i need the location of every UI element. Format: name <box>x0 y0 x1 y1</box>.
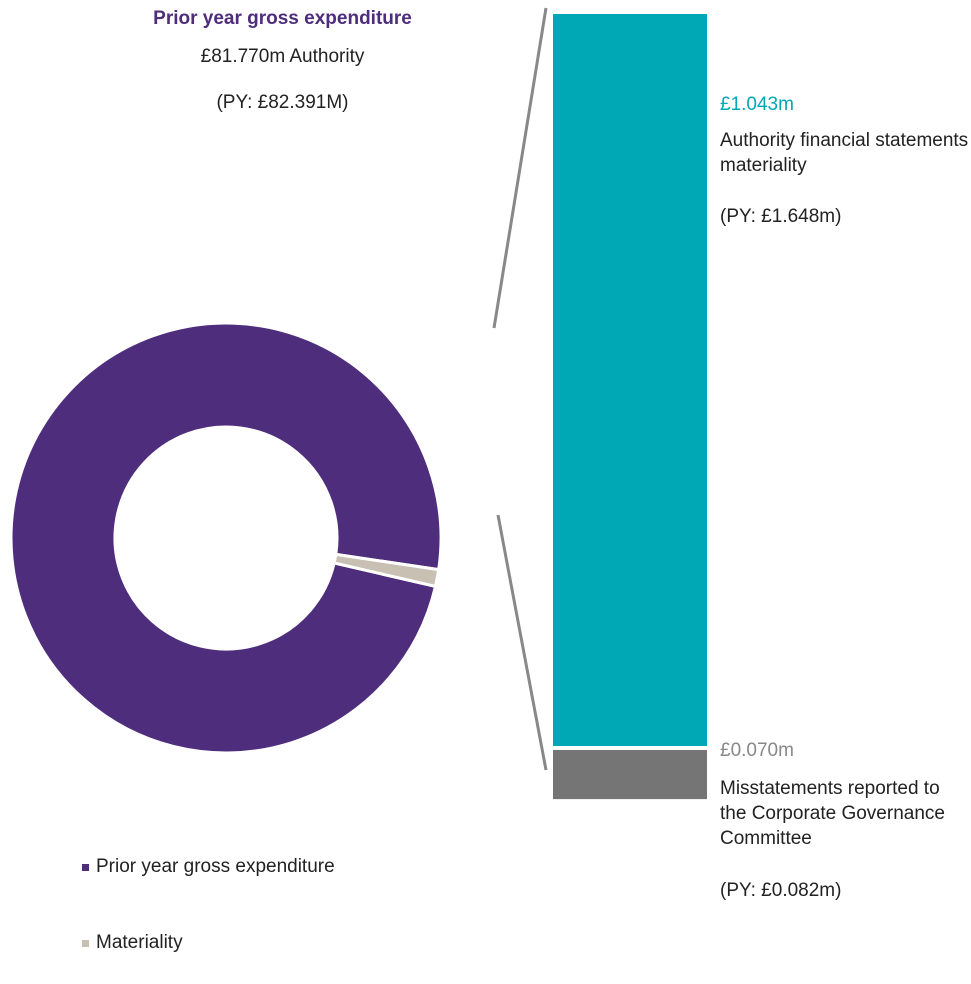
materiality-value-label: £1.043m <box>720 94 794 115</box>
materiality-description: Authority financial statements materiali… <box>720 130 969 176</box>
legend-label-expenditure: Prior year gross expenditure <box>96 856 335 877</box>
connector-line-bottom <box>496 514 548 771</box>
donut-title: Prior year gross expenditure <box>153 8 412 29</box>
connector-lines <box>492 7 548 771</box>
misstatement-value-label: £0.070m <box>720 740 794 761</box>
donut-subtitle-authority: £81.770m Authority <box>200 46 365 67</box>
misstatement-description: Misstatements reported to the Corporate … <box>720 778 945 849</box>
legend-item-expenditure: Prior year gross expenditure <box>82 856 335 878</box>
donut-chart <box>9 321 443 755</box>
legend-swatch-materiality <box>82 939 89 947</box>
stacked-bar-chart <box>553 14 707 800</box>
donut-slice-materiality <box>332 552 441 589</box>
legend-item-materiality: Materiality <box>82 932 183 954</box>
connector-line-top <box>492 7 548 329</box>
misstatement-prior-year: (PY: £0.082m) <box>720 880 842 901</box>
materiality-prior-year: (PY: £1.648m) <box>720 206 842 227</box>
donut-subtitle-prior-year: (PY: £82.391M) <box>216 92 349 113</box>
legend-label-materiality: Materiality <box>96 932 183 953</box>
legend-swatch-expenditure <box>82 863 89 871</box>
bar-segment-materiality <box>553 14 707 746</box>
donut-slice-expenditure <box>9 321 443 755</box>
bar-segment-misstatements <box>553 750 707 800</box>
